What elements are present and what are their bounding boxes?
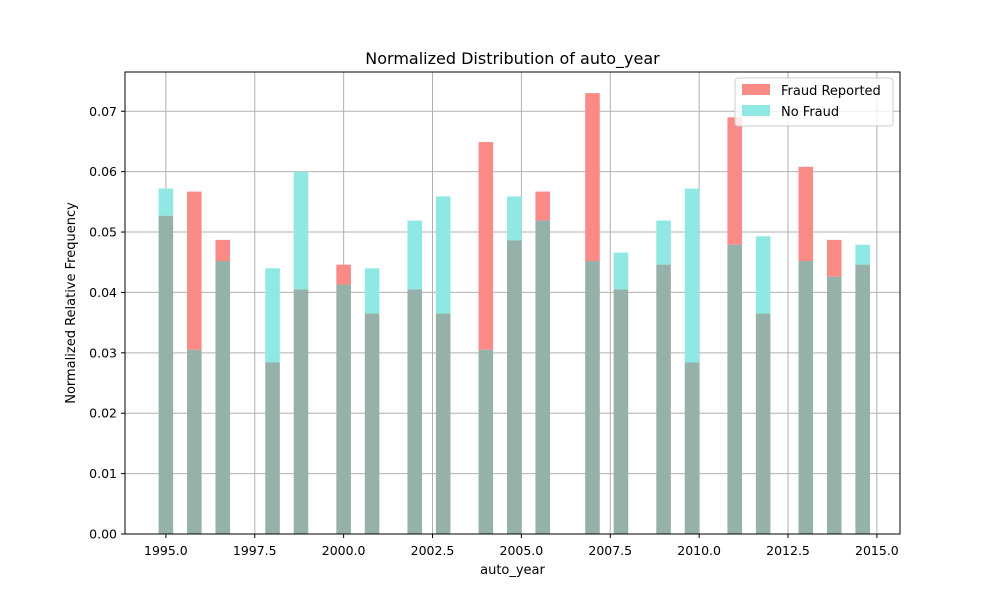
x-tick-label: 2015.0 — [855, 543, 899, 558]
bar-overlap — [158, 215, 174, 534]
x-tick-label: 2012.5 — [766, 543, 810, 558]
bar-no-fraud — [293, 171, 309, 290]
y-tick-label: 0.02 — [89, 406, 117, 421]
bar-overlap — [364, 313, 380, 534]
bar-no-fraud — [755, 236, 771, 314]
y-axis-ticks: 0.00 0.01 0.02 0.03 0.04 0.05 0.06 0.07 — [89, 104, 125, 542]
bar-no-fraud — [613, 252, 629, 290]
y-axis-label: Normalized Relative Frequency — [64, 202, 79, 404]
y-tick-label: 0.04 — [89, 285, 117, 300]
bar-no-fraud — [506, 196, 522, 241]
bar-fraud-reported — [478, 142, 494, 350]
bar-no-fraud — [364, 268, 380, 314]
chart-title: Normalized Distribution of auto_year — [365, 49, 660, 69]
bar-overlap — [435, 313, 451, 534]
y-tick-label: 0.03 — [89, 345, 117, 360]
y-tick-label: 0.00 — [89, 527, 117, 542]
legend-swatch-fraud-reported — [742, 84, 770, 95]
bar-overlap — [798, 261, 814, 534]
x-tick-label: 2005.0 — [500, 543, 544, 558]
x-tick-label: 1995.0 — [144, 543, 188, 558]
bar-overlap — [336, 284, 351, 534]
y-tick-label: 0.06 — [89, 164, 117, 179]
y-tick-label: 0.07 — [89, 104, 117, 119]
y-tick-label: 0.01 — [89, 466, 117, 481]
bar-overlap — [535, 220, 551, 535]
bar-no-fraud — [158, 188, 174, 216]
bar-overlap — [478, 349, 494, 534]
bar-fraud-reported — [336, 264, 351, 285]
x-axis-ticks: 1995.0 1997.5 2000.0 2002.5 2005.0 2007.5 2010… — [144, 534, 899, 558]
bar-no-fraud — [684, 188, 700, 363]
bars-layer — [158, 93, 870, 535]
bar-fraud-reported — [798, 166, 814, 262]
bar-no-fraud — [656, 220, 671, 265]
bar-fraud-reported — [535, 191, 551, 221]
legend: Fraud Reported No Fraud — [734, 77, 894, 127]
bar-no-fraud — [265, 268, 280, 363]
bar-no-fraud — [855, 244, 870, 265]
bar-fraud-reported — [187, 191, 202, 350]
bar-fraud-reported — [585, 93, 600, 262]
bar-overlap — [585, 261, 600, 534]
bar-fraud-reported — [215, 239, 231, 262]
bar-overlap — [755, 313, 771, 534]
bar-overlap — [855, 264, 870, 534]
x-tick-label: 2000.0 — [322, 543, 366, 558]
bar-overlap — [826, 276, 842, 534]
bar-overlap — [293, 289, 309, 534]
x-tick-label: 2002.5 — [411, 543, 455, 558]
bar-overlap — [265, 362, 280, 534]
bar-overlap — [215, 261, 231, 534]
bar-overlap — [656, 264, 671, 534]
legend-frame — [734, 77, 894, 127]
x-tick-label: 1997.5 — [233, 543, 277, 558]
bar-overlap — [187, 349, 202, 534]
bar-overlap — [613, 289, 629, 534]
plot-area-frame — [124, 71, 901, 535]
bar-fraud-reported — [826, 239, 842, 277]
y-tick-label: 0.05 — [89, 225, 117, 240]
legend-label-fraud-reported: Fraud Reported — [781, 84, 881, 99]
bar-overlap — [407, 289, 423, 534]
bar-fraud-reported — [727, 117, 742, 245]
bar-overlap — [684, 362, 700, 534]
bar-no-fraud — [407, 220, 423, 290]
x-tick-label: 2010.0 — [677, 543, 721, 558]
x-axis-label: auto_year — [480, 563, 545, 578]
x-tick-label: 2007.5 — [588, 543, 632, 558]
legend-label-no-fraud: No Fraud — [781, 105, 839, 120]
bar-overlap — [506, 240, 522, 534]
bar-no-fraud — [435, 196, 451, 314]
legend-swatch-no-fraud — [742, 105, 770, 116]
bar-overlap — [727, 244, 742, 535]
